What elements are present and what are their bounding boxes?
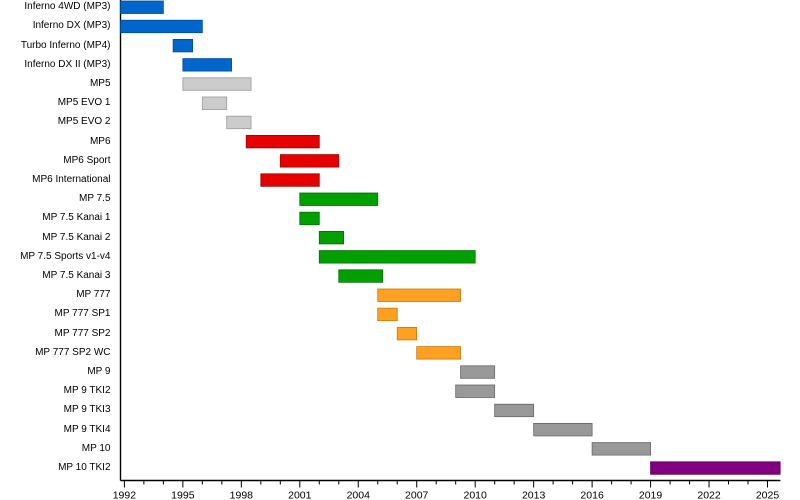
svg-text:2010: 2010 <box>464 490 488 500</box>
svg-text:2004: 2004 <box>347 490 371 500</box>
svg-text:2019: 2019 <box>639 490 663 500</box>
svg-text:2016: 2016 <box>580 490 604 500</box>
svg-text:2013: 2013 <box>522 490 546 500</box>
svg-text:2025: 2025 <box>756 490 780 500</box>
svg-text:1998: 1998 <box>230 490 254 500</box>
svg-text:1995: 1995 <box>171 490 195 500</box>
svg-text:2001: 2001 <box>288 490 312 500</box>
svg-text:2022: 2022 <box>697 490 721 500</box>
svg-text:1992: 1992 <box>113 490 137 500</box>
svg-text:2007: 2007 <box>405 490 429 500</box>
